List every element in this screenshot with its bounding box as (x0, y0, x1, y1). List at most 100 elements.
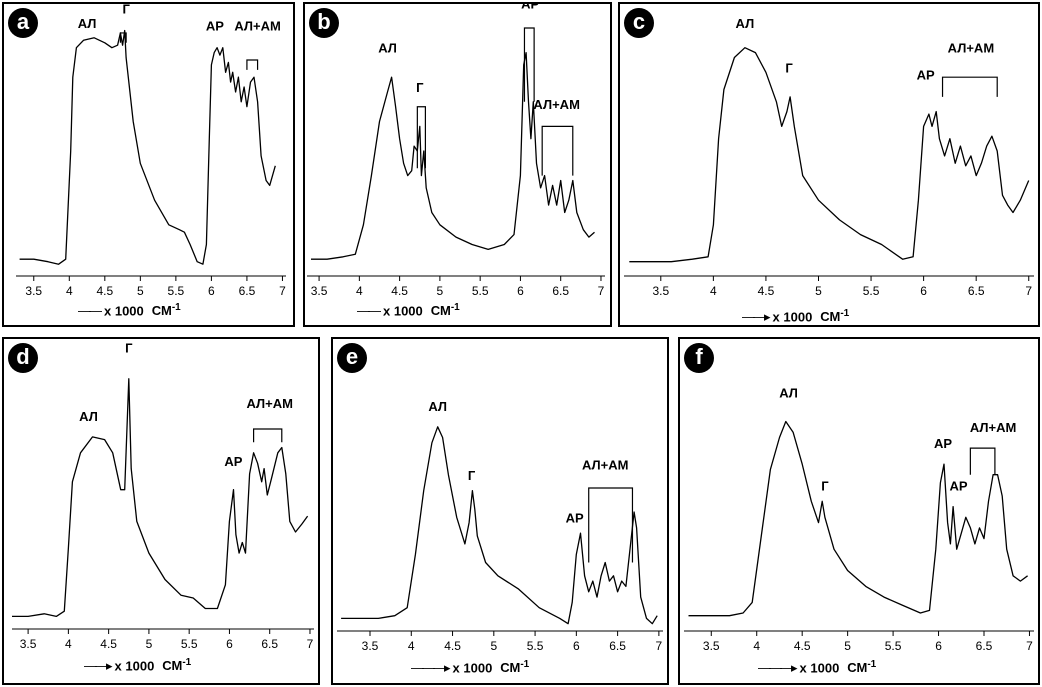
annotation-a-1: Г (122, 4, 130, 16)
tick-label-a-6: 6.5 (239, 284, 256, 298)
panel-c: 3.5 4 4.5 5 5.5 6 6.5 7 АЛ Г АР АЛ+АМ c ——▸ x 1000 СМ… (618, 2, 1040, 327)
tick-label-d-2: 4.5 (100, 637, 117, 651)
tick-label-b-7: 7 (598, 284, 605, 298)
spectrum-line-e (341, 426, 658, 625)
spectrum-line-c (629, 47, 1030, 263)
tick-label-c-4: 5.5 (863, 284, 880, 298)
tick-label-c-3: 5 (815, 284, 822, 298)
tick-label-c-0: 3.5 (652, 284, 669, 298)
panel-letter-b: b (309, 8, 339, 38)
tick-label-d-0: 3.5 (20, 637, 37, 651)
annotation-d-1: Г (125, 340, 133, 355)
tick-label-e-7: 7 (656, 639, 663, 653)
tick-label-a-7: 7 (279, 284, 286, 298)
tick-label-a-3: 5 (137, 284, 144, 298)
tick-label-f-3: 5 (844, 639, 851, 653)
annotation-c-2: АР (917, 68, 935, 83)
bracket-b-0 (416, 106, 426, 169)
bracket-c-0 (941, 76, 998, 97)
x-axis-caption-f: ———▸ x 1000 СМ-1 (758, 659, 877, 676)
panel-letter-d: d (8, 343, 38, 373)
annotation-b-3: АЛ+АМ (533, 97, 579, 112)
tick-label-c-2: 4.5 (758, 284, 775, 298)
tick-label-f-7: 7 (1026, 639, 1033, 653)
tick-label-e-4: 5.5 (527, 639, 544, 653)
spectrum-line-b (311, 51, 595, 260)
tick-label-b-3: 5 (437, 284, 444, 298)
annotation-b-0: АЛ (378, 41, 397, 56)
annotation-f-0: АЛ (779, 386, 798, 401)
bracket-a-1 (246, 59, 259, 70)
tick-label-b-4: 5.5 (472, 284, 489, 298)
panel-a: 3.5 4 4.5 5 5.5 6 6.5 7 АЛ Г АР АЛ+АМ a —— x 1000 СМ-… (2, 2, 295, 327)
annotation-d-2: АР (224, 454, 242, 469)
annotation-e-2: АР (566, 511, 584, 526)
tick-label-c-6: 6.5 (968, 284, 985, 298)
panel-b: 3.5 4 4.5 5 5.5 6 6.5 7 АЛ Г АР АЛ+АМ b ——x 1000СМ-… (303, 2, 612, 327)
tick-label-e-0: 3.5 (362, 639, 379, 653)
annotation-f-1: Г (821, 479, 829, 494)
annotation-c-1: Г (785, 60, 793, 75)
chart-d-plot: 3.5 4 4.5 5 5.5 6 6.5 7 АЛ Г АР АЛ+АМ (12, 340, 314, 651)
tick-label-d-1: 4 (65, 637, 72, 651)
chart-f-plot: 3.5 4 4.5 5 5.5 6 6.5 7 АЛ Г АР АР АЛ+АМ (684, 386, 1034, 653)
panel-d: 3.5 4 4.5 5 5.5 6 6.5 7 АЛ Г АР АЛ+АМ d ——▸ x 1000 СМ… (2, 337, 320, 685)
tick-label-d-7: 7 (307, 637, 314, 651)
tick-label-e-2: 4.5 (444, 639, 461, 653)
tick-label-a-2: 4.5 (96, 284, 113, 298)
annotation-f-4: АЛ+АМ (970, 420, 1016, 435)
chart-c-plot: 3.5 4 4.5 5 5.5 6 6.5 7 АЛ Г АР АЛ+АМ (624, 16, 1034, 298)
tick-label-c-5: 6 (920, 284, 927, 298)
bracket-b-1 (523, 27, 535, 102)
annotation-d-3: АЛ+АМ (246, 396, 292, 411)
tick-label-b-1: 4 (356, 284, 363, 298)
spectrum-line-a (19, 29, 276, 265)
tick-label-b-2: 4.5 (391, 284, 408, 298)
tick-label-f-0: 3.5 (703, 639, 720, 653)
bracket-a-0 (119, 32, 127, 43)
panel-letter-c: c (624, 8, 654, 38)
annotation-c-0: АЛ (736, 16, 755, 31)
tick-label-e-5: 6 (573, 639, 580, 653)
tick-label-f-1: 4 (753, 639, 760, 653)
bracket-e-0 (588, 487, 634, 563)
annotation-c-3: АЛ+АМ (948, 41, 994, 56)
tick-label-a-0: 3.5 (25, 284, 42, 298)
x-axis-caption-b: —— x 1000 СМ-1 (357, 302, 460, 319)
annotation-f-2: АР (934, 436, 952, 451)
bracket-b-2 (541, 125, 574, 176)
tick-label-e-1: 4 (408, 639, 415, 653)
tick-label-b-5: 6 (517, 284, 524, 298)
chart-b-plot: 3.5 4 4.5 5 5.5 6 6.5 7 АЛ Г АР АЛ+АМ (307, 4, 605, 298)
tick-label-d-3: 5 (146, 637, 153, 651)
x-axis-caption-a: —— x 1000 СМ-1 (78, 302, 181, 319)
tick-label-c-7: 7 (1025, 284, 1032, 298)
annotation-d-0: АЛ (79, 409, 98, 424)
tick-label-f-6: 6.5 (976, 639, 993, 653)
annotation-a-0: АЛ (78, 16, 97, 31)
chart-e-plot: 3.5 4 4.5 5 5.5 6 6.5 7 АЛ Г АР АЛ+АМ (337, 399, 663, 653)
tick-label-d-5: 6 (226, 637, 233, 651)
panel-f: 3.5 4 4.5 5 5.5 6 6.5 7 АЛ Г АР АР АЛ+АМ f ———▸ x 100… (678, 337, 1040, 685)
tick-label-d-4: 5.5 (181, 637, 198, 651)
tick-label-b-6: 6.5 (552, 284, 569, 298)
spectrum-line-d (12, 378, 309, 618)
panel-letter-a: a (8, 8, 38, 38)
tick-label-a-1: 4 (66, 284, 73, 298)
x-axis-caption-d: ——▸ x 1000 СМ-1 (84, 657, 192, 674)
panel-e: 3.5 4 4.5 5 5.5 6 6.5 7 АЛ Г АР АЛ+АМ e ———▸ x 1000 С… (331, 337, 669, 685)
chart-a-plot: 3.5 4 4.5 5 5.5 6 6.5 7 АЛ Г АР АЛ+АМ (16, 4, 286, 298)
tick-label-e-3: 5 (490, 639, 497, 653)
panel-letter-f: f (684, 343, 714, 373)
tick-label-e-6: 6.5 (609, 639, 626, 653)
tick-label-b-0: 3.5 (311, 284, 328, 298)
tick-label-f-5: 6 (935, 639, 942, 653)
panel-letter-e: e (337, 343, 367, 373)
x-axis-caption-c: ——▸ x 1000 СМ-1 (742, 308, 850, 325)
x-axis-caption-e: ———▸ x 1000 СМ-1 (411, 659, 530, 676)
bracket-f-0 (969, 447, 996, 475)
tick-label-f-2: 4.5 (794, 639, 811, 653)
annotation-a-3: АЛ+АМ (234, 18, 280, 33)
tick-label-c-1: 4 (710, 284, 717, 298)
bracket-d-0 (253, 428, 283, 443)
